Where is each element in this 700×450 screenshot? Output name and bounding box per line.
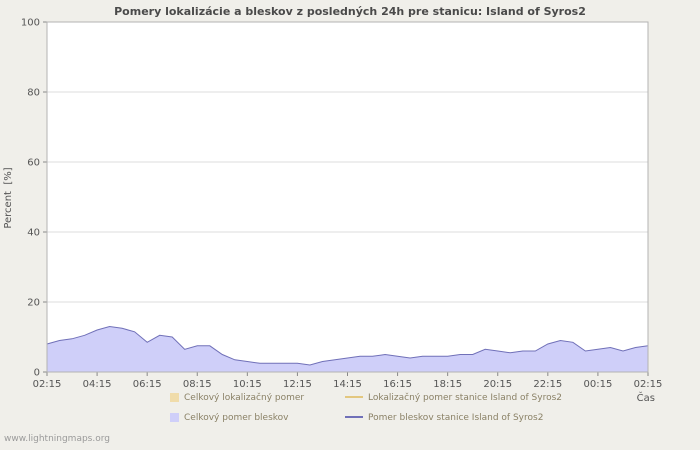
svg-text:60: 60 [27,158,40,169]
legend-swatch-station-localization [345,395,363,398]
x-axis-label: Čas [636,393,655,404]
svg-text:02:15: 02:15 [33,379,62,390]
legend-label: Pomer bleskov stanice Island of Syros2 [368,413,544,423]
watermark-text: www.lightningmaps.org [4,434,110,444]
legend-label: Lokalizačný pomer stanice Island of Syro… [368,393,563,403]
chart-title: Pomery lokalizácie a bleskov z poslednýc… [114,5,586,18]
svg-text:20:15: 20:15 [483,379,512,390]
svg-text:20: 20 [27,298,40,309]
svg-text:80: 80 [27,88,40,99]
svg-text:06:15: 06:15 [133,379,162,390]
legend-swatch-station-lightning [345,415,363,418]
svg-text:14:15: 14:15 [333,379,362,390]
legend-label: Celkový pomer bleskov [184,413,289,423]
legend-item-station-lightning: Pomer bleskov stanice Island of Syros2 [345,413,543,423]
legend-swatch-total-localization [170,393,179,402]
svg-text:100: 100 [21,18,40,29]
svg-text:02:15: 02:15 [634,379,663,390]
legend-item-station-localization: Lokalizačný pomer stanice Island of Syro… [345,393,562,403]
svg-text:22:15: 22:15 [533,379,562,390]
svg-text:08:15: 08:15 [183,379,212,390]
legend-item-total-lightning: Celkový pomer bleskov [170,413,288,423]
svg-text:10:15: 10:15 [233,379,262,390]
svg-text:12:15: 12:15 [283,379,312,390]
svg-text:16:15: 16:15 [383,379,412,390]
svg-text:0: 0 [34,368,40,379]
svg-text:40: 40 [27,228,40,239]
svg-text:18:15: 18:15 [433,379,462,390]
legend-item-total-localization: Celkový lokalizačný pomer [170,393,304,403]
legend-swatch-total-lightning [170,413,179,422]
legend-label: Celkový lokalizačný pomer [184,393,305,403]
svg-text:04:15: 04:15 [83,379,112,390]
svg-text:00:15: 00:15 [584,379,613,390]
